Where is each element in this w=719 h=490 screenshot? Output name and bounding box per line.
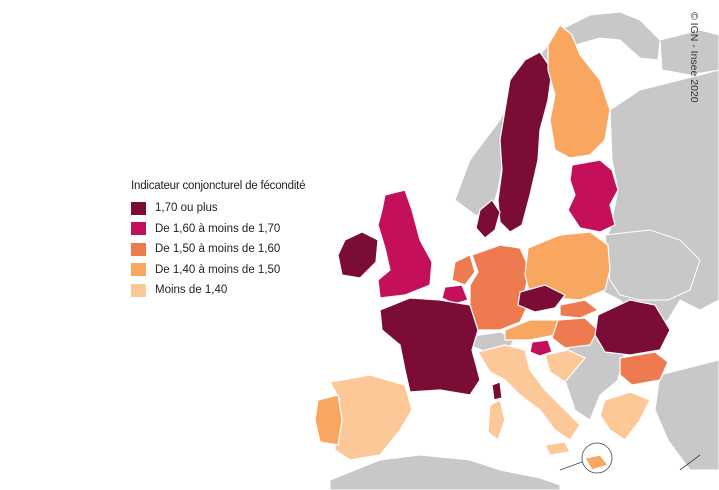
region-portugal (314, 394, 343, 446)
region-croatia (544, 349, 586, 383)
legend-label: Moins de 1,40 (155, 284, 228, 297)
region-ireland (337, 231, 379, 279)
region-belgium (441, 284, 469, 305)
legend-label: De 1,60 à moins de 1,70 (155, 222, 281, 235)
legend-swatch (131, 222, 146, 236)
eu-countries (314, 24, 671, 471)
inset-leader-line (559, 461, 583, 471)
region-uk (377, 189, 433, 299)
region-bulgaria (619, 351, 669, 386)
legend-swatch (131, 242, 146, 256)
region-czechia (517, 284, 566, 313)
region-italy (477, 344, 581, 441)
region-denmark (475, 199, 501, 239)
legend-item-5: Moins de 1,40 (131, 280, 305, 301)
region-germany (469, 244, 531, 331)
malta-inset-circle (581, 442, 613, 474)
region-france (379, 297, 481, 396)
legend-item-3: De 1,50 à moins de 1,60 (131, 239, 305, 260)
region-poland (524, 231, 611, 301)
legend-label: De 1,50 à moins de 1,60 (155, 243, 281, 256)
region-netherlands (451, 254, 476, 286)
legend-label: De 1,40 à moins de 1,50 (155, 263, 281, 276)
non-eu-land (329, 11, 719, 490)
inset-leader-line-east (679, 454, 701, 471)
region-corsica (491, 381, 503, 401)
region-sicily (544, 441, 571, 456)
legend-swatch (131, 263, 146, 277)
legend-item-2: De 1,60 à moins de 1,70 (131, 219, 305, 240)
copyright-credit: © IGN - Insee 2020 (688, 12, 700, 103)
legend-swatch (131, 201, 146, 215)
region-slovakia (559, 299, 600, 319)
region-romania (594, 299, 671, 356)
legend-title: Indicateur conjoncturel de fécondité (131, 180, 306, 192)
region-greece (599, 391, 651, 441)
legend-item-4: De 1,40 à moins de 1,50 (131, 260, 305, 281)
legend: Indicateur conjoncturel de fécondité 1,7… (131, 180, 306, 301)
region-sardinia (487, 399, 506, 441)
region-spain (329, 374, 413, 461)
region-slovenia (529, 339, 553, 357)
legend-swatch (131, 283, 146, 297)
region-baltics (567, 159, 619, 233)
region-finland (547, 24, 611, 159)
region-sweden (497, 51, 553, 233)
region-hungary (551, 317, 599, 349)
legend-label: 1,70 ou plus (155, 202, 218, 215)
region-cyprus (584, 454, 610, 471)
legend-item-1: 1,70 ou plus (131, 198, 305, 219)
